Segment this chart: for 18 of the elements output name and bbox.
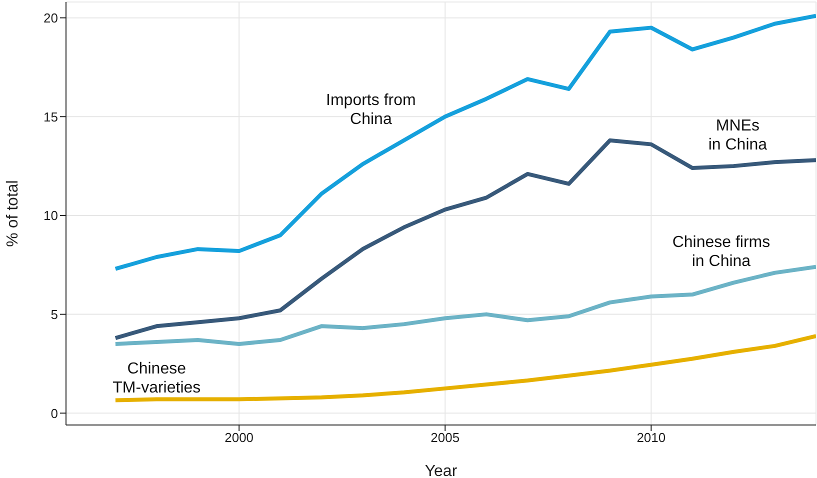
line-series — [113, 138, 816, 340]
series-label: Chinese TM-varieties — [112, 360, 201, 397]
x-axis-title: Year — [424, 463, 458, 478]
y-axis-title: % of total — [4, 180, 22, 247]
series-label: MNEs in China — [708, 117, 768, 154]
y-tick-label: 20 — [44, 10, 58, 26]
x-tick-label: 2010 — [636, 430, 666, 446]
series-label: Imports from China — [326, 92, 416, 128]
line-series — [113, 334, 816, 402]
line-series — [113, 264, 816, 346]
y-tick-label: 0 — [50, 406, 58, 421]
line-series — [113, 14, 816, 271]
y-tick-label: 5 — [50, 306, 58, 322]
series-label: Chinese firms in China — [672, 234, 770, 270]
x-tick-label: 2000 — [224, 430, 254, 446]
y-tick-label: 15 — [44, 109, 58, 124]
x-tick-label: 2005 — [430, 430, 460, 446]
y-tick-label: 10 — [44, 208, 58, 224]
